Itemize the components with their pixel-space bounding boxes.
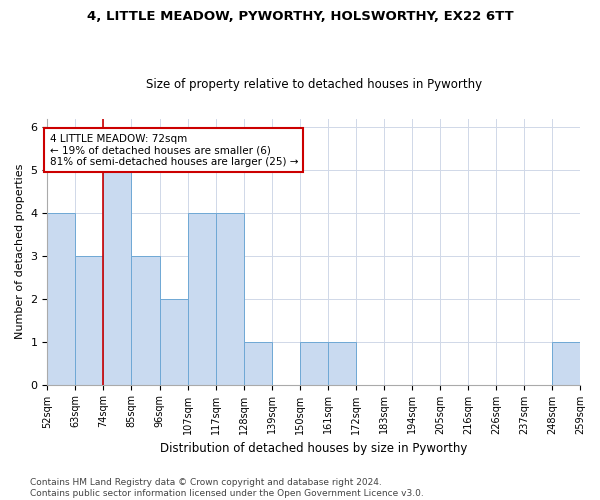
- Bar: [47, 213, 76, 384]
- Bar: [552, 342, 580, 384]
- Bar: [215, 213, 244, 384]
- Bar: [299, 342, 328, 384]
- Title: Size of property relative to detached houses in Pyworthy: Size of property relative to detached ho…: [146, 78, 482, 91]
- Bar: [131, 256, 160, 384]
- Bar: [244, 342, 272, 384]
- Bar: [328, 342, 356, 384]
- Bar: [160, 299, 188, 384]
- Text: 4, LITTLE MEADOW, PYWORTHY, HOLSWORTHY, EX22 6TT: 4, LITTLE MEADOW, PYWORTHY, HOLSWORTHY, …: [86, 10, 514, 23]
- Text: 4 LITTLE MEADOW: 72sqm
← 19% of detached houses are smaller (6)
81% of semi-deta: 4 LITTLE MEADOW: 72sqm ← 19% of detached…: [50, 134, 298, 167]
- Y-axis label: Number of detached properties: Number of detached properties: [15, 164, 25, 339]
- Bar: [103, 170, 131, 384]
- Text: Contains HM Land Registry data © Crown copyright and database right 2024.
Contai: Contains HM Land Registry data © Crown c…: [30, 478, 424, 498]
- X-axis label: Distribution of detached houses by size in Pyworthy: Distribution of detached houses by size …: [160, 442, 467, 455]
- Bar: [76, 256, 103, 384]
- Bar: [188, 213, 215, 384]
